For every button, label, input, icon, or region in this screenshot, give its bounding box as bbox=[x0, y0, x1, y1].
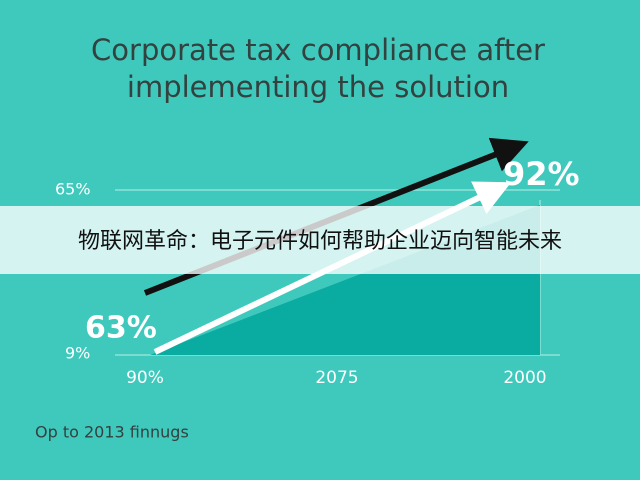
banner bbox=[0, 206, 640, 274]
banner-text: 物联网革命：电子元件如何帮助企业迈向智能未来 bbox=[78, 229, 562, 254]
x-label: 2075 bbox=[315, 368, 358, 388]
title-line: implementing the solution bbox=[127, 70, 509, 104]
x-label: 90% bbox=[126, 368, 164, 388]
callout: 92% bbox=[503, 155, 580, 193]
footer: Op to 2013 finnugs bbox=[35, 423, 189, 442]
title-line: Corporate tax compliance after bbox=[91, 33, 545, 67]
axis-label: 9% bbox=[65, 344, 90, 363]
axis-label: 65% bbox=[55, 180, 91, 199]
callout: 63% bbox=[85, 311, 157, 346]
x-label: 2000 bbox=[503, 368, 546, 388]
